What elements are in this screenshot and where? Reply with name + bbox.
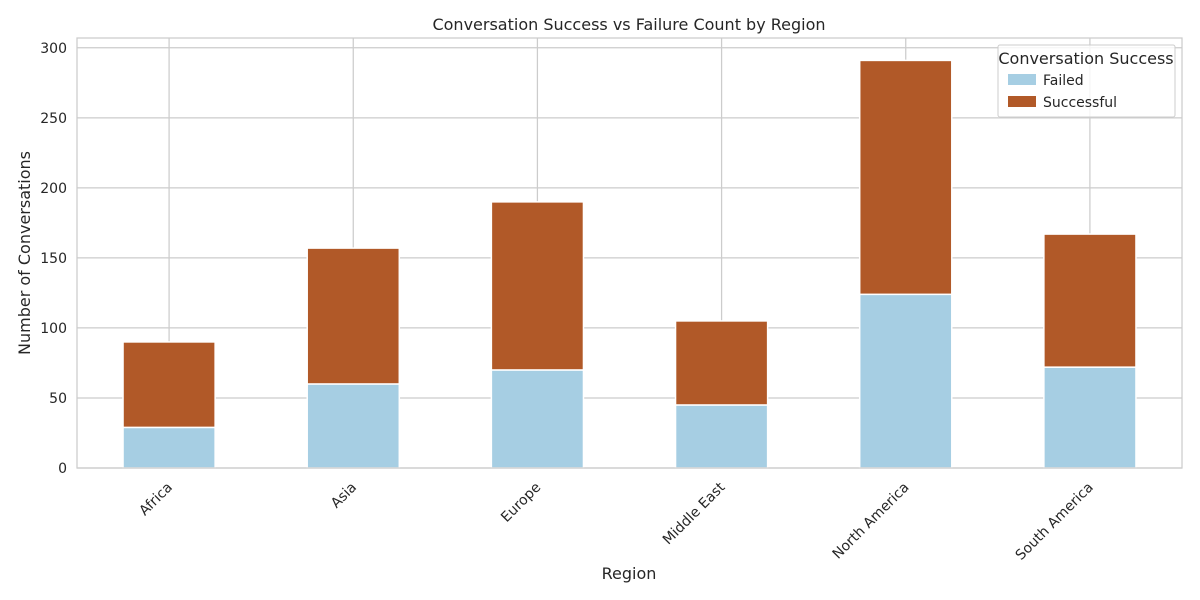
x-axis-label: Region xyxy=(602,564,657,583)
bars xyxy=(122,59,1137,469)
x-tick-label: Asia xyxy=(328,480,360,512)
legend-entry: Successful xyxy=(1043,95,1117,111)
bar-failed xyxy=(490,369,585,469)
y-tick-label: 100 xyxy=(40,321,67,337)
y-tick-label: 250 xyxy=(40,111,67,127)
y-tick-labels: 0 50 100 150 200 250 300 xyxy=(40,41,67,477)
x-tick-label: Middle East xyxy=(660,479,729,548)
y-tick-label: 150 xyxy=(40,251,67,267)
bar-successful xyxy=(122,341,216,429)
y-tick-label: 300 xyxy=(40,41,67,57)
y-tick-label: 0 xyxy=(58,461,67,477)
x-tick-label: Africa xyxy=(136,480,176,520)
bar-successful xyxy=(858,59,953,296)
legend: Conversation Success Failed Successful xyxy=(997,44,1176,118)
x-tick-labels: Africa Asia Europe Middle East North America… xyxy=(136,479,1096,563)
x-tick-label: Europe xyxy=(498,480,544,526)
legend-box xyxy=(997,44,1176,118)
bar-successful xyxy=(1043,233,1137,368)
bar-failed xyxy=(122,426,216,469)
bar-failed xyxy=(306,383,401,469)
bar-successful xyxy=(490,201,585,371)
bar-successful xyxy=(306,247,401,385)
bar-successful xyxy=(674,320,769,406)
legend-title: Conversation Success xyxy=(998,49,1173,68)
legend-swatch xyxy=(1008,96,1036,107)
legend-entry: Failed xyxy=(1043,73,1084,89)
x-tick-label: North America xyxy=(830,480,913,563)
y-axis-label: Number of Conversations xyxy=(15,151,34,355)
chart-title: Conversation Success vs Failure Count by… xyxy=(432,15,825,34)
x-tick-label: South America xyxy=(1013,480,1097,564)
plot-frame xyxy=(76,37,1183,469)
bar-failed xyxy=(858,293,953,469)
bar-failed xyxy=(674,404,769,469)
y-tick-label: 50 xyxy=(49,391,67,407)
y-tick-label: 200 xyxy=(40,181,67,197)
legend-swatch xyxy=(1008,74,1036,85)
bar-failed xyxy=(1043,366,1137,469)
